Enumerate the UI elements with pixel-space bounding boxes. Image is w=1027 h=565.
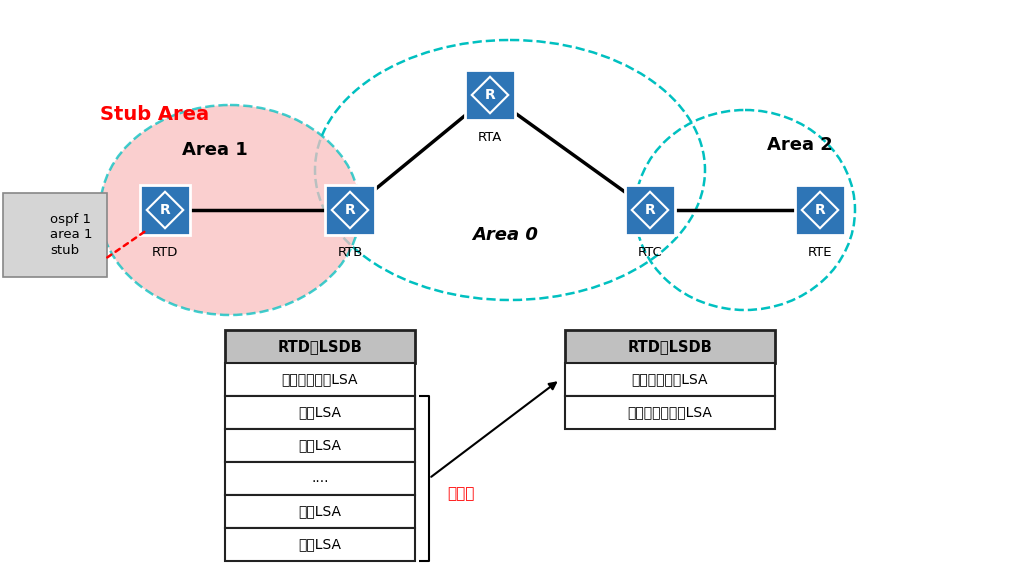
- Text: RTE: RTE: [808, 246, 832, 259]
- Bar: [225, 396, 415, 429]
- Bar: [565, 363, 775, 396]
- Text: 五类LSA: 五类LSA: [299, 406, 342, 419]
- Bar: [225, 330, 415, 363]
- Ellipse shape: [100, 105, 360, 315]
- Text: ospf 1
area 1
stub: ospf 1 area 1 stub: [50, 214, 92, 257]
- Text: RTC: RTC: [638, 246, 662, 259]
- Text: RTB: RTB: [337, 246, 363, 259]
- Text: Area 2: Area 2: [767, 136, 833, 154]
- Bar: [225, 495, 415, 528]
- Text: 四类LSA: 四类LSA: [299, 438, 342, 453]
- Text: Area 0: Area 0: [472, 226, 538, 244]
- Text: 四类LSA: 四类LSA: [299, 537, 342, 551]
- Text: RTA: RTA: [478, 131, 502, 144]
- Text: 一、二、三类LSA: 一、二、三类LSA: [281, 372, 358, 386]
- Text: R: R: [159, 203, 170, 217]
- FancyBboxPatch shape: [795, 185, 845, 235]
- Bar: [225, 462, 415, 495]
- Text: Stub Area: Stub Area: [101, 106, 210, 124]
- Text: Area 1: Area 1: [182, 141, 248, 159]
- Text: R: R: [485, 88, 495, 102]
- Bar: [225, 528, 415, 561]
- FancyBboxPatch shape: [465, 70, 515, 120]
- FancyBboxPatch shape: [140, 185, 190, 235]
- Text: R: R: [814, 203, 826, 217]
- Text: 一、二、三类LSA: 一、二、三类LSA: [632, 372, 709, 386]
- Text: ....: ....: [311, 472, 329, 485]
- Text: 五类LSA: 五类LSA: [299, 505, 342, 519]
- Bar: [565, 396, 775, 429]
- FancyBboxPatch shape: [325, 185, 375, 235]
- Bar: [565, 330, 775, 363]
- Text: RTD的LSDB: RTD的LSDB: [277, 339, 363, 354]
- Bar: [225, 429, 415, 462]
- Bar: [225, 363, 415, 396]
- Text: R: R: [345, 203, 355, 217]
- Text: 一条缺省的三类LSA: 一条缺省的三类LSA: [627, 406, 713, 419]
- FancyBboxPatch shape: [3, 193, 107, 277]
- Text: R: R: [645, 203, 655, 217]
- Text: 仅存在: 仅存在: [447, 486, 474, 501]
- Text: RTD的LSDB: RTD的LSDB: [627, 339, 713, 354]
- Text: RTD: RTD: [152, 246, 179, 259]
- FancyBboxPatch shape: [625, 185, 675, 235]
